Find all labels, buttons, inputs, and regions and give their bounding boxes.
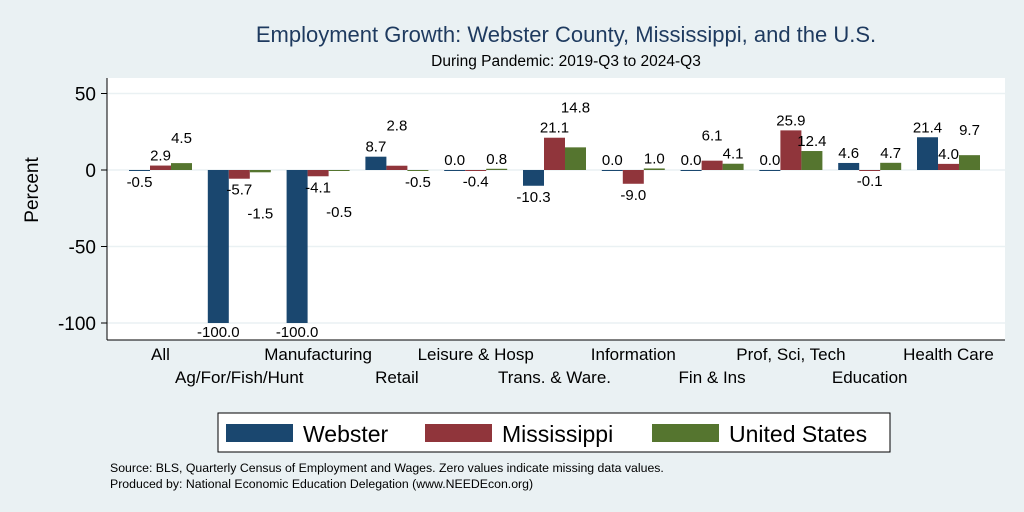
x-tick-label: Trans. & Ware. bbox=[498, 368, 611, 387]
bar bbox=[486, 168, 508, 170]
legend-label: Mississippi bbox=[502, 421, 613, 447]
data-label: 0.0 bbox=[444, 152, 465, 169]
data-label: 0.8 bbox=[486, 151, 507, 168]
bar bbox=[286, 170, 308, 323]
bar bbox=[959, 155, 980, 170]
data-label: 1.0 bbox=[644, 150, 665, 167]
data-label: 0.0 bbox=[602, 152, 623, 169]
x-tick-label: Education bbox=[832, 368, 908, 387]
legend-box bbox=[217, 412, 891, 453]
bar bbox=[780, 130, 802, 170]
data-label: 4.0 bbox=[938, 146, 959, 163]
data-label: 4.5 bbox=[171, 130, 192, 147]
data-label: -100.0 bbox=[276, 324, 319, 341]
bar bbox=[838, 162, 860, 170]
producer-note: Produced by: National Economic Education… bbox=[110, 477, 533, 491]
bar bbox=[680, 170, 702, 171]
data-label: 4.6 bbox=[838, 145, 859, 162]
data-label: 12.4 bbox=[797, 133, 826, 150]
bar bbox=[722, 163, 744, 170]
data-label: -5.7 bbox=[226, 182, 252, 199]
bar bbox=[643, 168, 665, 170]
bar bbox=[150, 165, 171, 170]
bar bbox=[307, 170, 329, 177]
bar bbox=[601, 170, 623, 171]
x-tick-label: Manufacturing bbox=[264, 345, 372, 364]
bar bbox=[171, 163, 192, 170]
data-label: -100.0 bbox=[197, 324, 240, 341]
chart-subtitle: During Pandemic: 2019-Q3 to 2024-Q3 bbox=[431, 53, 701, 70]
legend-swatch bbox=[226, 424, 293, 442]
bar bbox=[365, 156, 387, 170]
data-label: 8.7 bbox=[365, 139, 386, 156]
bar bbox=[622, 170, 644, 184]
bar bbox=[938, 163, 959, 170]
data-label: 0.0 bbox=[681, 152, 702, 169]
bar bbox=[880, 162, 902, 170]
x-tick-label: All bbox=[151, 345, 170, 364]
bar bbox=[228, 170, 250, 179]
legend-label: Webster bbox=[303, 421, 389, 447]
data-label: 4.1 bbox=[723, 146, 744, 163]
bar bbox=[249, 170, 271, 173]
data-label: -0.5 bbox=[326, 204, 352, 221]
y-tick-label: 50 bbox=[75, 85, 96, 106]
bar bbox=[917, 137, 938, 170]
y-axis-label: Percent bbox=[22, 157, 43, 223]
data-label: 6.1 bbox=[702, 128, 723, 145]
data-label: 14.8 bbox=[561, 99, 590, 116]
bar bbox=[328, 170, 350, 171]
data-label: -0.1 bbox=[857, 173, 883, 190]
bar bbox=[701, 160, 723, 170]
data-label: 25.9 bbox=[776, 112, 805, 129]
bar bbox=[129, 170, 150, 171]
plot-area bbox=[107, 78, 1005, 340]
bar bbox=[386, 165, 408, 170]
data-label: -0.5 bbox=[127, 174, 153, 191]
bar bbox=[407, 170, 429, 171]
data-label: -10.3 bbox=[516, 189, 550, 206]
legend-swatch bbox=[425, 424, 492, 442]
x-tick-label: Ag/For/Fish/Hunt bbox=[175, 368, 304, 387]
data-label: 21.1 bbox=[540, 120, 569, 137]
data-label: 2.9 bbox=[150, 148, 171, 165]
bar bbox=[544, 137, 565, 170]
bar bbox=[859, 170, 881, 171]
data-label: -0.4 bbox=[463, 174, 489, 191]
bar bbox=[801, 151, 823, 170]
data-label: -1.5 bbox=[247, 205, 273, 222]
legend-swatch bbox=[652, 424, 719, 442]
x-tick-label: Leisure & Hosp bbox=[418, 345, 534, 364]
data-label: 21.4 bbox=[913, 119, 942, 136]
data-label: -4.1 bbox=[305, 179, 331, 196]
bar bbox=[207, 170, 229, 323]
x-tick-label: Health Care bbox=[903, 345, 994, 364]
x-tick-label: Information bbox=[591, 345, 676, 364]
bar bbox=[523, 170, 544, 186]
data-label: -9.0 bbox=[620, 187, 646, 204]
y-tick-label: 0 bbox=[85, 161, 96, 182]
y-tick-label: -100 bbox=[58, 314, 96, 335]
bar bbox=[465, 170, 487, 171]
legend-label: United States bbox=[729, 421, 867, 447]
data-label: 4.7 bbox=[880, 145, 901, 162]
source-note: Source: BLS, Quarterly Census of Employm… bbox=[110, 461, 664, 475]
x-tick-label: Retail bbox=[375, 368, 418, 387]
y-tick-label: -50 bbox=[69, 238, 96, 259]
data-label: -0.5 bbox=[405, 174, 431, 191]
chart-title: Employment Growth: Webster County, Missi… bbox=[256, 22, 876, 47]
data-label: 9.7 bbox=[959, 122, 980, 139]
bar bbox=[759, 170, 781, 171]
bar bbox=[565, 147, 586, 170]
data-label: 0.0 bbox=[759, 152, 780, 169]
x-tick-label: Prof, Sci, Tech bbox=[736, 345, 845, 364]
data-label: 2.8 bbox=[386, 118, 407, 135]
bar bbox=[444, 170, 466, 171]
x-tick-label: Fin & Ins bbox=[679, 368, 746, 387]
